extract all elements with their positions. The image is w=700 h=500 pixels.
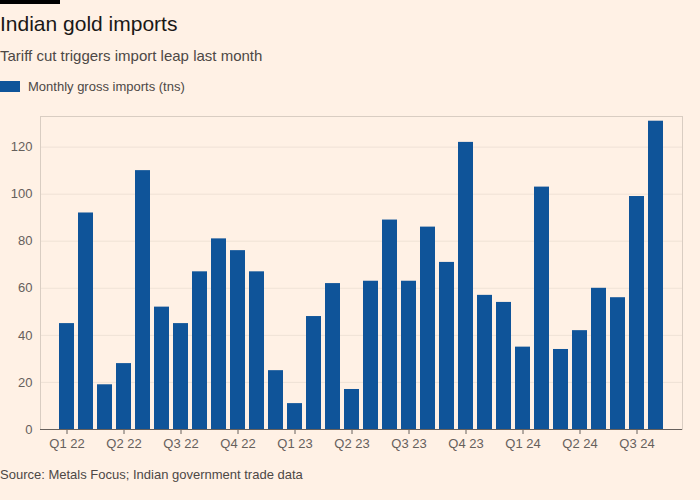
svg-text:Q4 23: Q4 23 bbox=[448, 436, 483, 451]
svg-text:Q3 22: Q3 22 bbox=[163, 436, 198, 451]
html-text:Source: Metals Focus; Indian g: Source: Metals Focus; Indian government … bbox=[0, 467, 303, 482]
svg-text:Q1 24: Q1 24 bbox=[505, 436, 540, 451]
html-text:Indian gold imports: Indian gold imports bbox=[0, 12, 178, 35]
svg-text:60: 60 bbox=[18, 280, 32, 295]
svg-text:Q2 22: Q2 22 bbox=[106, 436, 141, 451]
svg-text:80: 80 bbox=[18, 233, 32, 248]
svg-text:0: 0 bbox=[25, 422, 32, 437]
svg-text:100: 100 bbox=[11, 186, 33, 201]
svg-text:20: 20 bbox=[18, 375, 32, 390]
svg-text:40: 40 bbox=[18, 328, 32, 343]
svg-text:120: 120 bbox=[11, 139, 33, 154]
svg-text:Q2 24: Q2 24 bbox=[562, 436, 597, 451]
svg-text:Q3 23: Q3 23 bbox=[391, 436, 426, 451]
svg-text:Q1 22: Q1 22 bbox=[49, 436, 84, 451]
svg-text:Q4 22: Q4 22 bbox=[220, 436, 255, 451]
svg-text:Q2 23: Q2 23 bbox=[334, 436, 369, 451]
svg-text:Q1 23: Q1 23 bbox=[277, 436, 312, 451]
html-text:Tariff cut triggers import lea: Tariff cut triggers import leap last mon… bbox=[0, 47, 263, 64]
html-text:Monthly gross imports (tns): Monthly gross imports (tns) bbox=[28, 79, 185, 94]
svg-text:Q3 24: Q3 24 bbox=[619, 436, 654, 451]
